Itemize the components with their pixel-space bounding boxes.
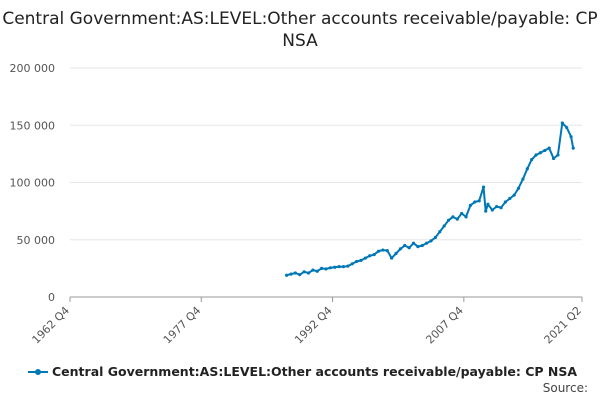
data-point[interactable] — [438, 230, 442, 234]
data-point[interactable] — [398, 247, 402, 251]
data-point[interactable] — [571, 146, 575, 150]
data-point[interactable] — [341, 265, 346, 269]
data-point[interactable] — [390, 256, 394, 260]
y-tick-label: 0 — [48, 291, 55, 304]
data-point[interactable] — [315, 269, 319, 273]
data-point[interactable] — [543, 148, 547, 153]
data-point[interactable] — [293, 271, 297, 275]
x-tick-label: 2021 Q2 — [542, 304, 585, 347]
series-line — [285, 121, 575, 277]
data-point[interactable] — [481, 185, 486, 189]
series-line-path — [286, 122, 575, 277]
x-tick-label: 1977 Q4 — [161, 304, 204, 347]
y-tick-label: 200 000 — [10, 62, 56, 75]
y-axis-tick-labels: 0 50 000 100 000 150 000 200 000 — [10, 62, 56, 304]
legend-marker-icon — [28, 367, 48, 377]
data-point[interactable] — [324, 267, 328, 271]
data-point[interactable] — [512, 193, 516, 197]
data-point[interactable] — [442, 224, 446, 228]
data-point[interactable] — [530, 158, 534, 162]
data-point[interactable] — [333, 265, 337, 269]
data-point[interactable] — [503, 200, 508, 204]
data-point[interactable] — [298, 273, 302, 277]
data-point[interactable] — [311, 268, 315, 272]
data-point[interactable] — [416, 245, 420, 249]
data-point[interactable] — [560, 121, 564, 125]
x-tick-label: 1992 Q4 — [292, 304, 335, 347]
data-point[interactable] — [407, 246, 411, 250]
data-point[interactable] — [302, 270, 306, 274]
data-point[interactable] — [451, 215, 455, 219]
data-point[interactable] — [551, 156, 556, 161]
data-point[interactable] — [499, 206, 503, 210]
chart-title: Central Government:AS:LEVEL:Other accoun… — [2, 9, 598, 51]
data-point[interactable] — [486, 202, 490, 206]
data-point[interactable] — [289, 272, 293, 276]
legend[interactable]: Central Government:AS:LEVEL:Other accoun… — [28, 364, 577, 379]
data-point[interactable] — [473, 200, 477, 204]
data-point[interactable] — [420, 243, 424, 248]
data-point[interactable] — [350, 262, 354, 266]
data-point[interactable] — [525, 167, 529, 171]
legend-label: Central Government:AS:LEVEL:Other accoun… — [52, 364, 578, 379]
data-point[interactable] — [363, 256, 367, 260]
grid-lines — [70, 67, 582, 241]
data-point[interactable] — [394, 251, 398, 256]
data-point[interactable] — [508, 196, 512, 201]
data-point[interactable] — [464, 215, 468, 219]
data-point[interactable] — [516, 186, 521, 190]
data-point[interactable] — [355, 259, 359, 264]
data-point[interactable] — [346, 264, 350, 268]
data-point[interactable] — [411, 241, 416, 245]
data-point[interactable] — [490, 208, 494, 212]
data-point[interactable] — [477, 199, 481, 203]
data-point[interactable] — [534, 153, 538, 157]
data-point[interactable] — [376, 249, 381, 253]
data-point[interactable] — [468, 203, 473, 207]
data-point[interactable] — [538, 151, 543, 155]
data-point[interactable] — [381, 248, 385, 252]
data-point[interactable] — [425, 241, 429, 245]
data-point[interactable] — [385, 249, 389, 253]
data-point[interactable] — [328, 266, 332, 270]
data-point[interactable] — [547, 146, 551, 150]
data-point[interactable] — [368, 254, 372, 258]
data-point[interactable] — [403, 243, 407, 248]
data-point[interactable] — [460, 211, 464, 216]
data-point[interactable] — [429, 239, 433, 243]
x-tick-label: 2007 Q4 — [423, 304, 466, 347]
data-point[interactable] — [556, 153, 560, 157]
y-tick-label: 150 000 — [10, 119, 56, 132]
data-point[interactable] — [337, 265, 341, 269]
data-point[interactable] — [359, 258, 363, 262]
data-point[interactable] — [285, 273, 289, 277]
data-point[interactable] — [455, 217, 459, 221]
data-point[interactable] — [306, 271, 311, 275]
x-tick-label: 1962 Q4 — [30, 304, 73, 347]
data-point[interactable] — [320, 266, 324, 270]
data-point[interactable] — [484, 209, 488, 213]
x-axis-tick-labels: 1962 Q4 1977 Q4 1992 Q4 2007 Q4 2021 Q2 — [30, 297, 585, 347]
y-tick-label: 100 000 — [10, 177, 56, 190]
y-tick-label: 50 000 — [17, 234, 56, 247]
source-label: Source: — [542, 381, 588, 395]
data-point[interactable] — [569, 135, 573, 139]
data-point[interactable] — [495, 204, 499, 209]
data-point[interactable] — [565, 125, 569, 130]
data-point[interactable] — [521, 177, 525, 181]
data-point[interactable] — [372, 253, 376, 257]
data-point[interactable] — [446, 218, 451, 222]
data-point[interactable] — [433, 235, 438, 240]
